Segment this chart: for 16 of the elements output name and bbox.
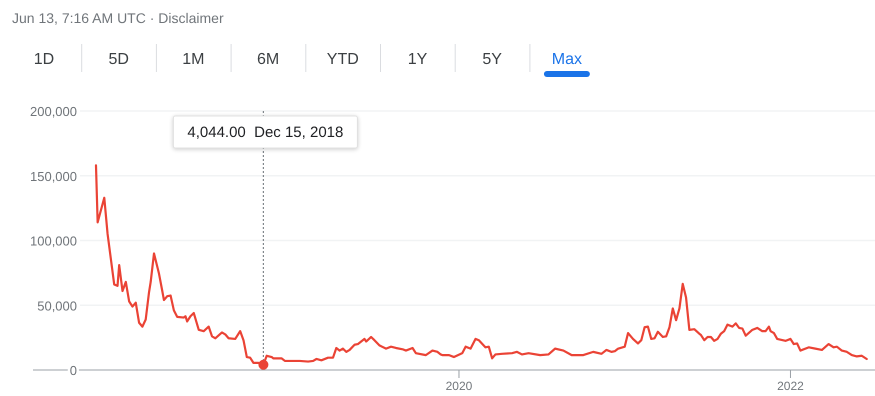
- y-tick-label: 50,000: [37, 298, 77, 314]
- text: YTD: [326, 51, 359, 68]
- text: Max: [552, 51, 582, 68]
- chart-subtitle: Jun 13, 7:16 AM UTC · Disclaimer: [12, 10, 224, 26]
- x-tick-label: 2022: [777, 379, 804, 393]
- y-tick-label: 150,000: [30, 168, 77, 184]
- text: 1Y: [408, 51, 428, 68]
- text: 6M: [256, 51, 280, 68]
- x-tick-label: 2020: [446, 379, 473, 393]
- text: 5D: [108, 51, 129, 68]
- annotation: 4,044.00 Dec 15, 2018: [187, 124, 344, 141]
- text: 1D: [34, 51, 54, 68]
- y-tick-label: 200,000: [30, 104, 77, 119]
- text: 5Y: [482, 51, 502, 68]
- text: 1M: [182, 51, 205, 68]
- y-tick-label: 100,000: [30, 234, 77, 248]
